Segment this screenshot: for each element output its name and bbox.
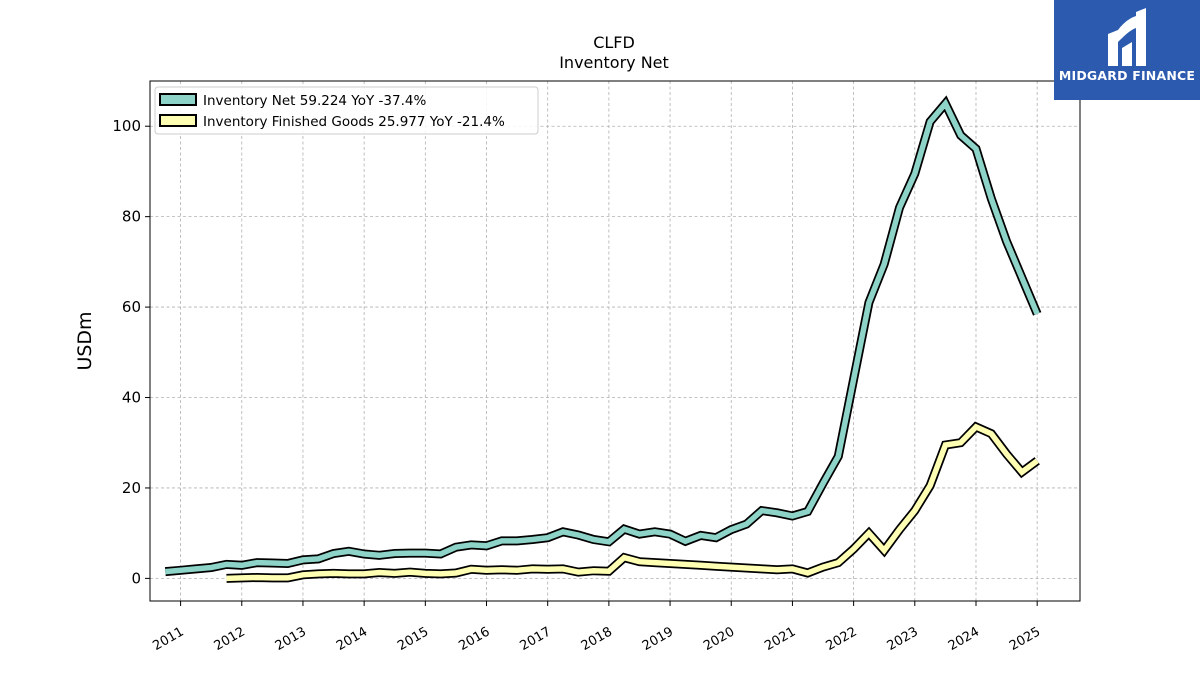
y-tick-label: 20	[122, 479, 141, 497]
x-tick-label: 2013	[273, 624, 309, 654]
plot-frame	[149, 80, 1081, 602]
legend-swatch-inventory-net	[159, 93, 197, 106]
y-tick-label: 0	[131, 569, 141, 587]
series-layer	[164, 95, 1042, 583]
chart-subtitle: Inventory Net	[559, 53, 669, 72]
brand-name: MIDGARD FINANCE	[1058, 68, 1196, 83]
y-tick-label: 60	[122, 298, 141, 316]
x-tick-label: 2018	[579, 624, 615, 654]
x-tick-label: 2022	[823, 624, 859, 654]
legend-swatch-inventory-finished-goods	[159, 114, 197, 127]
legend-label-inventory-net: Inventory Net 59.224 YoY -37.4%	[203, 93, 426, 109]
x-tick-label: 2015	[395, 624, 431, 654]
chart-title: CLFD	[593, 33, 635, 52]
x-axis: 2011 2012 2013 2014 2015 2016 2017 2018 2019 2020…	[150, 601, 1043, 654]
y-tick-label: 40	[122, 389, 141, 407]
midgard-logo-icon	[1108, 8, 1146, 66]
grid	[150, 81, 1080, 601]
x-tick-label: 2012	[212, 624, 248, 654]
x-tick-label: 2014	[334, 624, 370, 654]
x-tick-label: 2021	[762, 624, 798, 654]
legend-frame	[154, 86, 539, 135]
x-tick-label: 2017	[518, 624, 554, 654]
x-tick-label: 2025	[1007, 624, 1043, 654]
x-tick-label: 2024	[946, 624, 982, 654]
series-line-inventory-finished-goods	[226, 423, 1039, 582]
series-outline-inventory-net	[164, 95, 1042, 577]
x-tick-label: 2019	[640, 624, 676, 654]
x-tick-label: 2011	[150, 624, 186, 654]
y-axis: 0 20 40 60 80 100	[112, 117, 150, 587]
y-axis-label: USDm	[74, 311, 96, 370]
x-tick-label: 2023	[885, 624, 921, 654]
legend-label-inventory-finished-goods: Inventory Finished Goods 25.977 YoY -21.…	[203, 114, 505, 130]
legend: Inventory Net 59.224 YoY -37.4% Inventor…	[154, 86, 539, 135]
brand-logo: MIDGARD FINANCE	[1054, 0, 1200, 100]
series-line-inventory-net	[165, 98, 1040, 575]
y-tick-label: 100	[112, 117, 141, 135]
x-tick-label: 2016	[456, 624, 492, 654]
x-tick-label: 2020	[701, 624, 737, 654]
y-tick-label: 80	[122, 208, 141, 226]
